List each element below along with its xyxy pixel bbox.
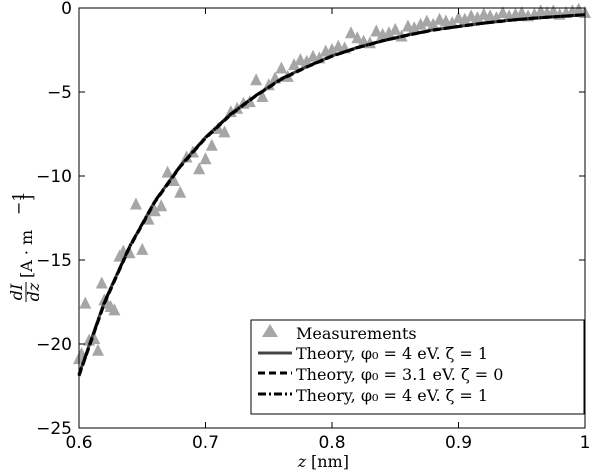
measurement-point bbox=[129, 197, 142, 210]
measurement-point bbox=[420, 14, 433, 27]
measurement-point bbox=[414, 17, 427, 30]
measurement-point bbox=[155, 199, 168, 212]
legend-label-theory-dashdot: Theory, φ₀ = 4 eV. ζ = 1 bbox=[296, 386, 488, 405]
measurement-point bbox=[427, 17, 440, 30]
y-tick-label: −20 bbox=[36, 335, 72, 355]
legend-entry-theory-solid: Theory, φ₀ = 4 eV. ζ = 1 bbox=[258, 344, 488, 363]
measurement-point bbox=[193, 162, 206, 175]
measurement-point bbox=[446, 16, 459, 29]
measurement-point bbox=[275, 61, 288, 74]
y-tick-label: −5 bbox=[47, 83, 72, 103]
legend-entry-theory-dashed: Theory, φ₀ = 3.1 eV. ζ = 0 bbox=[258, 365, 503, 384]
x-tick-label: 0.6 bbox=[65, 433, 92, 453]
series-line-dash-dot bbox=[77, 13, 586, 376]
measurement-point bbox=[136, 242, 149, 255]
measurement-point bbox=[326, 43, 338, 55]
measurement-point bbox=[382, 26, 395, 39]
measurement-point bbox=[174, 185, 187, 198]
y-axis-label: dI dz [A · m −1 ] bbox=[7, 191, 43, 302]
y-label-numerator: dI bbox=[7, 283, 26, 300]
measurement-point bbox=[95, 276, 108, 289]
legend-box bbox=[250, 319, 585, 415]
legend-triangle-marker bbox=[262, 324, 278, 337]
measurement-point bbox=[572, 2, 585, 15]
legend-label-theory-dashed: Theory, φ₀ = 3.1 eV. ζ = 0 bbox=[296, 365, 503, 384]
axis-layer: 0.6 0.7 0.8 0.9 1 −25 −20 −15 −10 −5 0 bbox=[36, 0, 590, 453]
measurement-point bbox=[344, 26, 357, 39]
measurement-point bbox=[471, 11, 484, 24]
measurement-point bbox=[547, 4, 560, 17]
measurement-point bbox=[205, 138, 218, 151]
measurement-point bbox=[148, 204, 161, 217]
measurement-point bbox=[250, 73, 263, 86]
legend-entry-measurements: Measurements bbox=[262, 324, 417, 343]
measurement-point bbox=[288, 58, 301, 71]
measurement-point bbox=[167, 174, 180, 187]
y-label-exponent: −1 bbox=[9, 191, 28, 215]
x-tick-label: 0.8 bbox=[318, 433, 345, 453]
y-label-unit-close: ] bbox=[17, 195, 36, 201]
measurement-point bbox=[91, 343, 104, 356]
measurement-point bbox=[496, 6, 509, 19]
measurement-point bbox=[199, 152, 212, 165]
x-tick-label: 0.7 bbox=[192, 433, 219, 453]
measurement-point bbox=[218, 125, 231, 138]
y-tick-label: −25 bbox=[36, 419, 72, 439]
y-tick-label: 0 bbox=[61, 0, 72, 19]
legend-label-measurements: Measurements bbox=[296, 324, 417, 343]
x-axis-label: z [nm] bbox=[297, 452, 349, 471]
measurement-point bbox=[408, 21, 421, 34]
measurement-point bbox=[161, 165, 174, 178]
measurement-point bbox=[515, 6, 528, 19]
measurement-point bbox=[108, 303, 121, 316]
measurement-point bbox=[256, 90, 269, 103]
measurement-point bbox=[79, 296, 92, 309]
legend-label-theory-solid: Theory, φ₀ = 4 eV. ζ = 1 bbox=[296, 344, 488, 363]
measurement-point bbox=[351, 31, 364, 44]
y-label-denominator: dz bbox=[24, 282, 43, 301]
x-label-unit: [nm] bbox=[311, 452, 349, 471]
x-label-symbol: z bbox=[297, 452, 307, 471]
measurement-point bbox=[389, 22, 402, 35]
measurement-point bbox=[370, 24, 383, 37]
series-layer bbox=[73, 2, 591, 377]
legend-entry-theory-dashdot: Theory, φ₀ = 4 eV. ζ = 1 bbox=[258, 386, 488, 405]
measurement-point bbox=[458, 12, 471, 25]
y-tick-label: −10 bbox=[36, 167, 72, 187]
y-tick-label: −15 bbox=[36, 251, 72, 271]
measurement-point bbox=[300, 54, 313, 67]
x-tick-label: 1 bbox=[580, 433, 591, 453]
legend: Measurements Theory, φ₀ = 4 eV. ζ = 1 Th… bbox=[250, 319, 585, 415]
y-label-unit: [A · m bbox=[17, 230, 36, 278]
x-tick-label: 0.9 bbox=[445, 433, 472, 453]
